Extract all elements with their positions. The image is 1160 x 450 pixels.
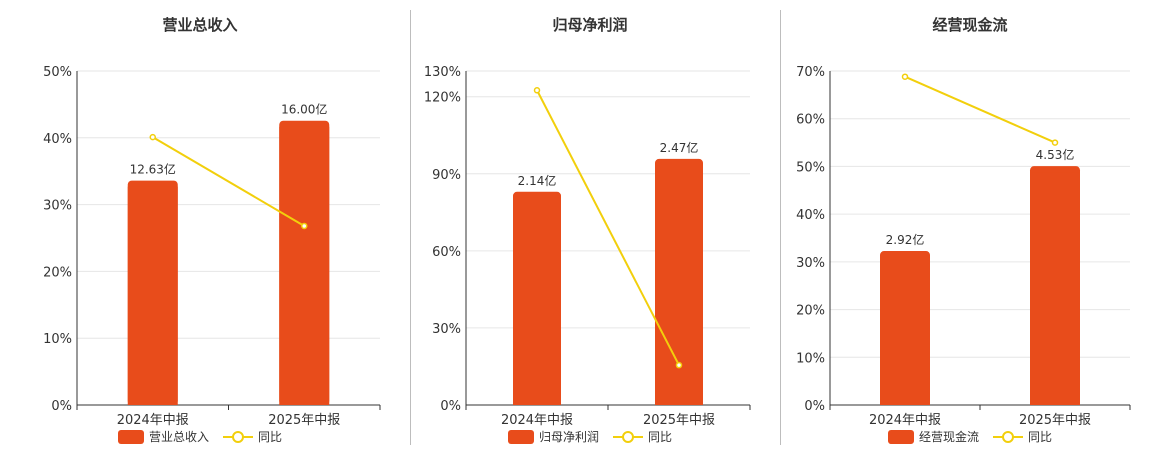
bar-base (279, 126, 330, 405)
y-tick-label: 20% (43, 265, 72, 280)
legend-line-swatch (613, 430, 643, 444)
y-tick-label: 20% (796, 304, 825, 319)
yoy-point (301, 222, 308, 230)
y-tick-label: 40% (796, 208, 825, 223)
panel-divider (410, 10, 411, 445)
legend-bar-swatch (117, 429, 144, 444)
chart-title: 归母净利润 (552, 16, 628, 34)
bar-base (127, 186, 178, 405)
chart-title: 营业总收入 (162, 16, 238, 34)
chart-legend: 经营现金流 同比 (780, 428, 1160, 445)
bar-value-label: 2.92亿 (886, 232, 925, 247)
bar-value-label: 4.53亿 (1036, 147, 1075, 162)
y-tick-label: 0% (51, 399, 72, 414)
bar-base (1030, 172, 1080, 405)
x-tick-label: 2025年中报 (643, 413, 715, 428)
legend-item-bar[interactable]: 营业总收入 (117, 428, 209, 445)
legend-line-swatch (993, 430, 1023, 444)
y-tick-label: 50% (43, 65, 72, 80)
y-tick-label: 10% (796, 351, 825, 366)
bar-value-label: 16.00亿 (281, 102, 327, 117)
legend-item-line[interactable]: 同比 (223, 428, 282, 445)
yoy-point (901, 73, 909, 80)
y-tick-label: 60% (432, 245, 461, 260)
bar-value-label: 12.63亿 (130, 162, 176, 177)
y-tick-label: 10% (43, 332, 72, 347)
y-tick-label: 130% (424, 65, 461, 80)
revenue-chart-panel: 营业总收入 0% 10% 20% 30% 40% 50% 12.63亿 2024年中报 16.0… (0, 0, 400, 450)
legend-line-swatch (223, 430, 253, 444)
legend-line-label: 同比 (258, 430, 283, 444)
legend-bar-label: 营业总收入 (148, 430, 209, 444)
legend-bar-swatch (507, 429, 534, 444)
y-tick-label: 30% (432, 322, 461, 337)
panel-divider (780, 10, 781, 445)
legend-item-line[interactable]: 同比 (993, 428, 1052, 445)
legend-item-bar[interactable]: 经营现金流 (887, 428, 979, 445)
cash-flow-chart-panel: 经营现金流 0% 10% 20% 30% 40% 50% 60% 70% 2.92亿 2024年中… (780, 0, 1160, 450)
net-profit-chart: 0% 30% 60% 90% 120% 130% 2.14亿 2024年中报 2.47亿 2025… (424, 65, 751, 428)
net-profit-chart-panel: 归母净利润 0% 30% 60% 90% 120% 130% 2.14亿 2024年中报 2.4… (400, 0, 780, 450)
bar-value-label: 2.47亿 (660, 140, 699, 155)
cash-flow-chart: 0% 10% 20% 30% 40% 50% 60% 70% 2.92亿 2024年中报 4.53亿… (796, 65, 1131, 428)
bar-base (880, 257, 930, 405)
y-tick-label: 60% (796, 113, 825, 128)
y-tick-label: 30% (43, 199, 72, 214)
bar-value-label: 2.14亿 (518, 173, 557, 188)
revenue-chart: 0% 10% 20% 30% 40% 50% 12.63亿 2024年中报 16.00亿 2025… (43, 65, 381, 428)
y-tick-label: 30% (796, 256, 825, 271)
x-tick-label: 2025年中报 (1019, 413, 1091, 428)
chart-legend: 营业总收入 同比 (0, 428, 400, 445)
chart-legend: 归母净利润 同比 (400, 428, 780, 445)
yoy-point (675, 361, 683, 369)
y-tick-label: 0% (804, 399, 825, 414)
legend-line-label: 同比 (648, 430, 673, 444)
yoy-point (1051, 139, 1059, 146)
yoy-line (152, 136, 305, 227)
legend-bar-label: 经营现金流 (918, 430, 979, 444)
x-tick-label: 2024年中报 (501, 413, 573, 428)
legend-item-bar[interactable]: 归母净利润 (507, 428, 599, 445)
bar-base (513, 197, 561, 405)
y-tick-label: 90% (432, 168, 461, 183)
chart-title: 经营现金流 (932, 16, 1008, 34)
legend-bar-label: 归母净利润 (538, 430, 599, 444)
y-tick-label: 50% (796, 160, 825, 175)
yoy-line (536, 89, 680, 366)
y-tick-label: 0% (440, 399, 461, 414)
y-tick-label: 120% (424, 91, 461, 106)
x-tick-label: 2024年中报 (117, 413, 189, 428)
y-tick-label: 40% (43, 132, 72, 147)
legend-bar-swatch (887, 429, 914, 444)
legend-item-line[interactable]: 同比 (613, 428, 672, 445)
bar-base (655, 164, 703, 405)
legend-line-label: 同比 (1028, 430, 1053, 444)
x-tick-label: 2024年中报 (869, 413, 941, 428)
yoy-line (904, 75, 1056, 144)
y-tick-label: 70% (796, 65, 825, 80)
yoy-point (533, 87, 541, 94)
yoy-point (149, 133, 156, 141)
x-tick-label: 2025年中报 (268, 413, 340, 428)
